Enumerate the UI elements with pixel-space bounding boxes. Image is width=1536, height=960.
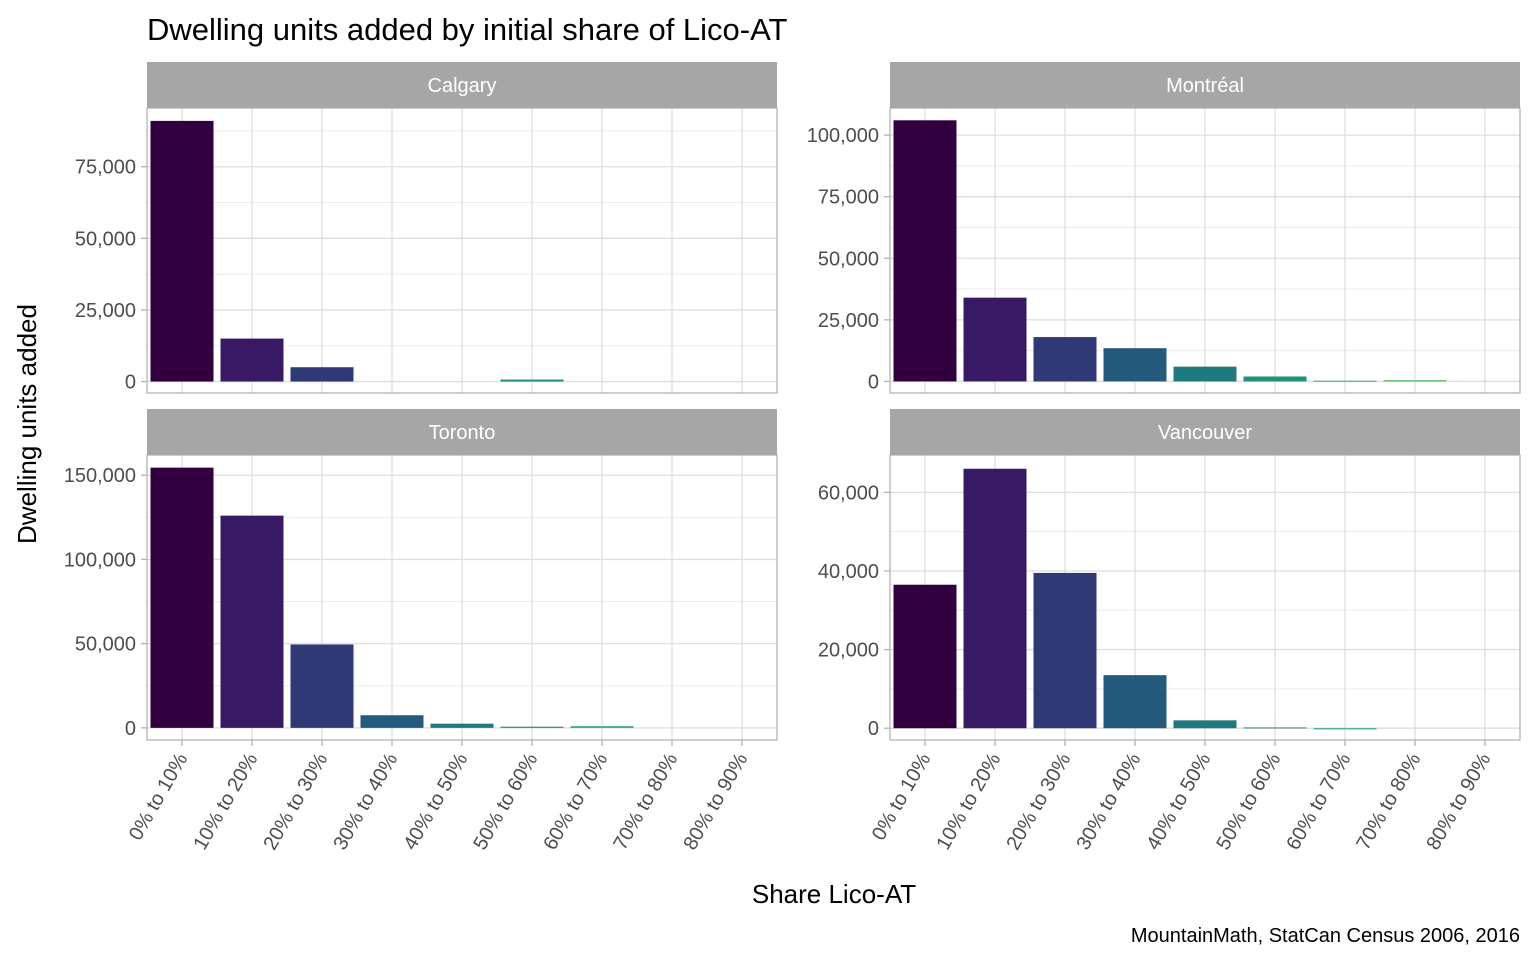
bar-vancouver-6 (1313, 728, 1377, 730)
x-tick-label: 10% to 20% (189, 749, 262, 854)
facet-panels: Calgary 0 25,000 50,000 75,000 Montréal 0 25,00… (64, 62, 1521, 854)
x-tick-label: 40% to 50% (399, 749, 472, 854)
y-axis-title: Dwelling units added (12, 304, 42, 544)
y-tick-label: 0 (868, 718, 879, 740)
y-tick-label: 75,000 (818, 187, 879, 209)
facet-panel: Vancouver 0 20,000 40,000 60,000 0% to 10%10%… (818, 409, 1521, 854)
bar-montréal-0 (893, 120, 957, 382)
y-tick-label: 20,000 (818, 640, 879, 662)
y-tick-label: 100,000 (64, 549, 136, 571)
x-tick-label: 20% to 30% (259, 749, 332, 854)
bar-montréal-6 (1313, 380, 1377, 382)
x-tick-label: 0% to 10% (868, 749, 936, 844)
bar-calgary-5 (500, 379, 564, 382)
facet-strip (890, 409, 1520, 455)
x-tick-label: 10% to 20% (932, 749, 1005, 854)
bar-calgary-1 (220, 338, 284, 382)
bar-calgary-2 (290, 367, 354, 382)
facet-strip-label: Montréal (1166, 75, 1244, 97)
facet-strip (890, 62, 1520, 108)
chart-title: Dwelling units added by initial share of… (147, 12, 787, 47)
bar-toronto-5 (500, 726, 564, 728)
y-tick-label: 25,000 (75, 300, 136, 322)
bar-vancouver-5 (1243, 727, 1307, 729)
facet-strip-label: Calgary (428, 75, 497, 97)
bar-montréal-2 (1033, 337, 1097, 382)
y-tick-label: 100,000 (807, 125, 879, 147)
bar-montréal-4 (1173, 366, 1237, 382)
x-tick-label: 60% to 70% (1282, 749, 1355, 854)
y-tick-label: 50,000 (75, 634, 136, 656)
bar-toronto-4 (430, 723, 494, 728)
bar-vancouver-4 (1173, 720, 1237, 729)
facet-strip (147, 409, 777, 455)
facet-panel: Toronto 0 50,000 100,000 150,000 0% to 10%10%… (64, 409, 778, 854)
y-tick-label: 60,000 (818, 482, 879, 504)
facet-panel: Montréal 0 25,000 50,000 75,000 100,000 (807, 62, 1521, 394)
bar-vancouver-3 (1103, 675, 1167, 729)
facet-strip-label: Toronto (429, 422, 496, 444)
x-tick-label: 70% to 80% (1352, 749, 1425, 854)
x-tick-label: 20% to 30% (1002, 749, 1075, 854)
y-tick-label: 25,000 (818, 310, 879, 332)
y-tick-label: 75,000 (75, 157, 136, 179)
facet-panel: Calgary 0 25,000 50,000 75,000 (75, 62, 778, 394)
y-tick-label: 50,000 (75, 228, 136, 250)
y-tick-label: 0 (125, 718, 136, 740)
bar-vancouver-0 (893, 584, 957, 729)
x-tick-label: 50% to 60% (1212, 749, 1285, 854)
bar-toronto-0 (150, 467, 214, 728)
x-axis-title: Share Lico-AT (752, 879, 916, 909)
x-tick-label: 80% to 90% (679, 749, 752, 854)
chart-caption: MountainMath, StatCan Census 2006, 2016 (1131, 925, 1520, 947)
bar-toronto-1 (220, 515, 284, 728)
x-tick-label: 40% to 50% (1142, 749, 1215, 854)
facet-strip (147, 62, 777, 108)
x-tick-label: 70% to 80% (609, 749, 682, 854)
bar-toronto-2 (290, 644, 354, 728)
bar-montréal-1 (963, 297, 1027, 382)
x-tick-label: 80% to 90% (1422, 749, 1495, 854)
x-tick-label: 60% to 70% (539, 749, 612, 854)
y-tick-label: 0 (125, 372, 136, 394)
bar-toronto-3 (360, 715, 424, 728)
bar-montréal-5 (1243, 376, 1307, 382)
y-tick-label: 40,000 (818, 561, 879, 583)
facet-strip-label: Vancouver (1158, 422, 1252, 444)
bar-montréal-7 (1383, 380, 1447, 382)
y-tick-label: 0 (868, 371, 879, 393)
bar-vancouver-2 (1033, 572, 1097, 729)
bar-vancouver-1 (963, 468, 1027, 729)
bar-calgary-0 (150, 120, 214, 382)
bar-toronto-6 (570, 726, 634, 728)
y-tick-label: 50,000 (818, 248, 879, 270)
x-tick-label: 0% to 10% (125, 749, 193, 844)
bar-montréal-3 (1103, 348, 1167, 382)
x-tick-label: 50% to 60% (469, 749, 542, 854)
x-tick-label: 30% to 40% (329, 749, 402, 854)
x-tick-label: 30% to 40% (1072, 749, 1145, 854)
y-tick-label: 150,000 (64, 465, 136, 487)
